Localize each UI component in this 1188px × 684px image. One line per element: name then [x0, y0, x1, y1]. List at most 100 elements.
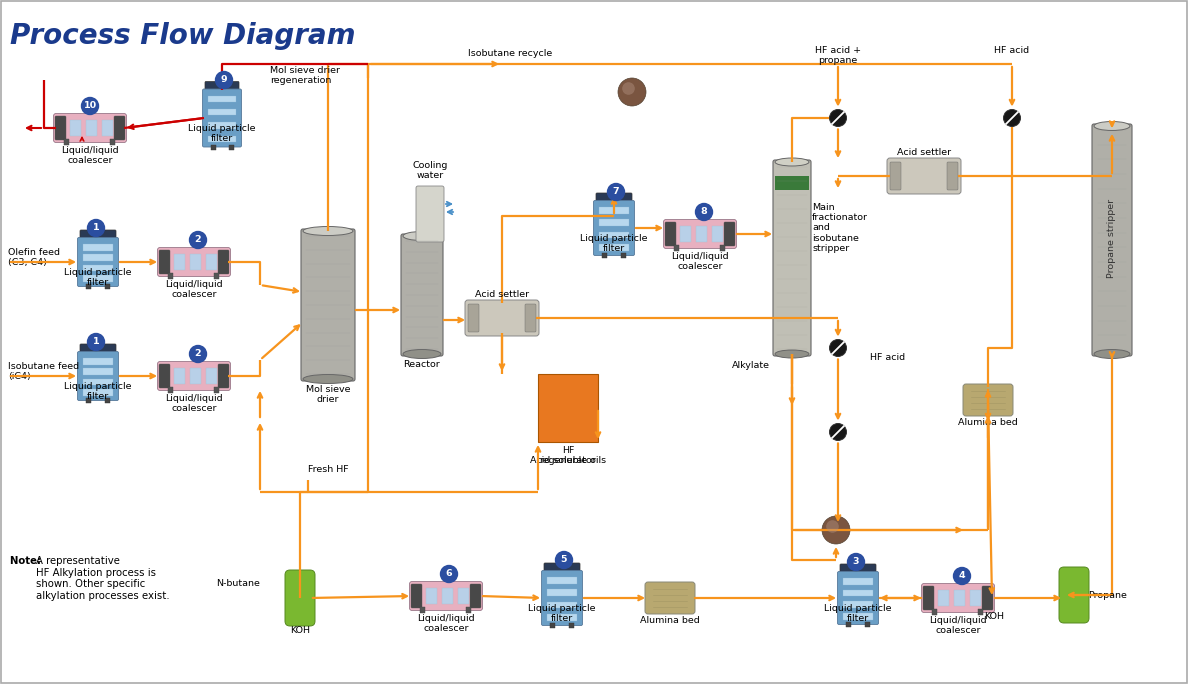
Text: Acid settler: Acid settler [475, 290, 529, 299]
Bar [546, 577, 577, 583]
Text: KOH: KOH [984, 612, 1004, 621]
Bar [599, 207, 628, 213]
FancyBboxPatch shape [982, 586, 993, 610]
FancyBboxPatch shape [773, 160, 811, 356]
Text: HF acid: HF acid [870, 354, 905, 363]
Text: 8: 8 [701, 207, 707, 217]
Bar [846, 622, 851, 627]
FancyBboxPatch shape [114, 116, 125, 140]
Bar [206, 368, 217, 384]
Text: 2: 2 [195, 350, 201, 358]
Text: Isobutane feed
(iC4): Isobutane feed (iC4) [8, 362, 80, 382]
Circle shape [829, 109, 847, 127]
Bar [86, 398, 91, 403]
Bar [173, 254, 185, 270]
Bar [939, 590, 949, 606]
Text: Main
fractionator
and
isobutane
stripper: Main fractionator and isobutane stripper [813, 202, 868, 253]
FancyBboxPatch shape [285, 570, 315, 626]
FancyBboxPatch shape [159, 250, 170, 274]
Text: 9: 9 [221, 75, 227, 85]
Text: 7: 7 [613, 187, 619, 196]
Text: Liquid particle
filter: Liquid particle filter [580, 234, 647, 253]
Text: Liquid particle
filter: Liquid particle filter [529, 604, 595, 623]
Bar [419, 607, 424, 613]
Bar [105, 284, 110, 289]
Text: Acid soluble oils: Acid soluble oils [530, 456, 606, 465]
Text: Liquid/liquid
coalescer: Liquid/liquid coalescer [165, 394, 223, 413]
FancyBboxPatch shape [470, 584, 481, 608]
Bar [83, 265, 113, 271]
FancyBboxPatch shape [923, 586, 934, 610]
Bar [83, 254, 113, 261]
FancyBboxPatch shape [525, 304, 536, 332]
Circle shape [441, 566, 457, 583]
Circle shape [215, 72, 233, 88]
Bar [70, 120, 81, 136]
FancyBboxPatch shape [887, 158, 961, 194]
Text: 1: 1 [93, 224, 100, 233]
Text: 2: 2 [195, 235, 201, 244]
Text: A representative
HF Alkylation process is
shown. Other specific
alkylation proce: A representative HF Alkylation process i… [36, 556, 170, 601]
Text: Olefin feed
(C3, C4): Olefin feed (C3, C4) [8, 248, 61, 267]
FancyBboxPatch shape [411, 584, 422, 608]
Ellipse shape [303, 226, 353, 235]
Text: Liquid/liquid
coalescer: Liquid/liquid coalescer [929, 616, 987, 635]
Text: HF acid +
propane: HF acid + propane [815, 46, 861, 66]
Text: Reactor: Reactor [404, 360, 441, 369]
Text: Note:: Note: [10, 556, 44, 566]
FancyBboxPatch shape [219, 250, 229, 274]
Bar [696, 226, 707, 242]
Bar [83, 275, 113, 282]
FancyBboxPatch shape [80, 230, 116, 241]
Bar [674, 245, 678, 251]
FancyBboxPatch shape [1059, 567, 1089, 623]
Text: Mol sieve drier
regeneration: Mol sieve drier regeneration [270, 66, 340, 86]
Bar [214, 387, 219, 393]
Bar [168, 387, 172, 393]
Circle shape [1004, 109, 1020, 127]
FancyBboxPatch shape [664, 220, 737, 248]
FancyBboxPatch shape [840, 564, 876, 575]
Bar [602, 253, 607, 258]
Text: Liquid/liquid
coalescer: Liquid/liquid coalescer [165, 280, 223, 300]
Bar [86, 120, 97, 136]
Circle shape [190, 345, 207, 363]
Circle shape [82, 98, 99, 114]
Bar [720, 245, 725, 251]
Bar [228, 144, 234, 150]
Ellipse shape [1094, 350, 1130, 358]
Bar [538, 374, 598, 442]
Circle shape [826, 521, 839, 533]
Text: HF acid: HF acid [994, 46, 1030, 55]
Bar [109, 139, 114, 145]
FancyBboxPatch shape [202, 89, 241, 147]
Bar [83, 358, 113, 365]
Circle shape [954, 568, 971, 585]
Bar [426, 588, 437, 604]
Text: 5: 5 [561, 555, 567, 564]
Text: Propane stripper: Propane stripper [1107, 198, 1117, 278]
Text: KOH: KOH [290, 626, 310, 635]
Text: Alumina bed: Alumina bed [959, 418, 1018, 427]
FancyBboxPatch shape [416, 186, 444, 242]
Circle shape [556, 551, 573, 568]
Bar [86, 284, 91, 289]
FancyBboxPatch shape [77, 237, 119, 287]
Circle shape [88, 220, 105, 237]
Bar [168, 273, 172, 279]
Text: 3: 3 [853, 557, 859, 566]
Text: Liquid/liquid
coalescer: Liquid/liquid coalescer [671, 252, 728, 272]
Bar [843, 590, 873, 596]
Text: Liquid/liquid
coalescer: Liquid/liquid coalescer [62, 146, 119, 166]
Text: Propane: Propane [1088, 590, 1127, 599]
Text: Liquid particle
filter: Liquid particle filter [188, 124, 255, 144]
Text: 10: 10 [83, 101, 96, 111]
FancyBboxPatch shape [465, 300, 539, 336]
Circle shape [88, 334, 105, 350]
Circle shape [623, 82, 634, 95]
Text: Mol sieve
drier: Mol sieve drier [305, 385, 350, 404]
Bar [599, 220, 628, 226]
FancyBboxPatch shape [53, 114, 126, 142]
Text: Process Flow Diagram: Process Flow Diagram [10, 22, 355, 50]
Bar [83, 379, 113, 385]
